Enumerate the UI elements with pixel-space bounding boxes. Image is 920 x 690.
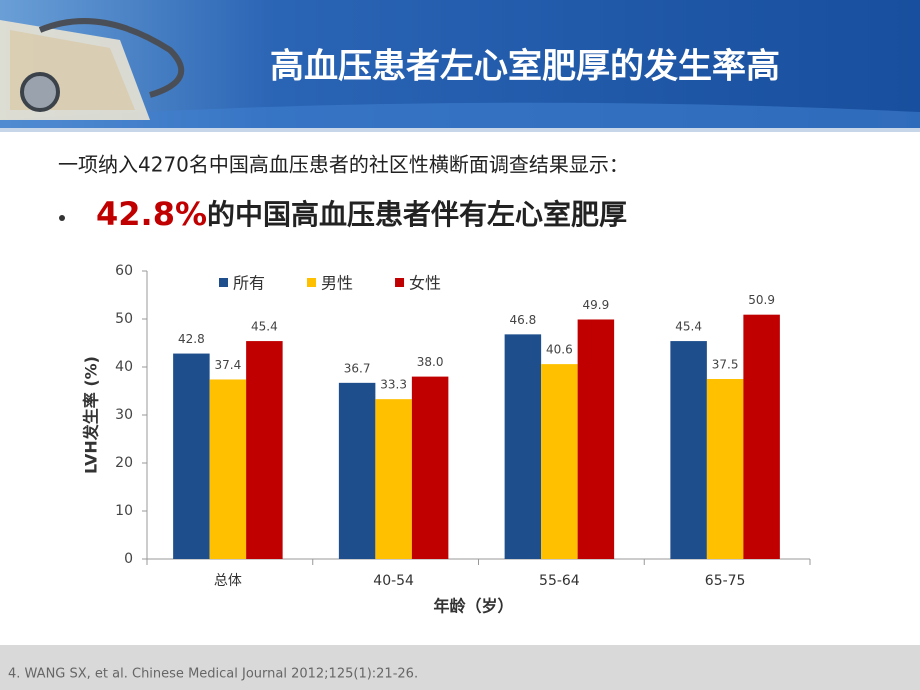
bar xyxy=(209,379,247,559)
header-wave xyxy=(0,102,920,128)
bullet-text: 42.8%的中国高血压患者伴有左心室肥厚 xyxy=(96,195,627,233)
value-label: 46.8 xyxy=(510,313,537,327)
x-tick-label: 总体 xyxy=(214,573,242,589)
value-label: 45.4 xyxy=(251,320,278,334)
y-tick-label: 10 xyxy=(115,503,133,519)
legend-swatch xyxy=(395,278,405,287)
bar xyxy=(246,341,283,559)
bar xyxy=(670,341,707,559)
y-tick-label: 30 xyxy=(115,407,133,423)
header-image xyxy=(0,18,185,120)
header-rule xyxy=(0,128,920,132)
bar xyxy=(338,382,376,559)
value-label: 50.9 xyxy=(748,293,775,307)
value-label: 45.4 xyxy=(675,320,702,334)
bar xyxy=(375,399,412,559)
value-label: 37.5 xyxy=(712,358,739,372)
bar xyxy=(411,376,449,559)
value-label: 36.7 xyxy=(344,361,371,375)
x-axis-title: 年龄（岁） xyxy=(433,597,513,616)
value-label: 38.0 xyxy=(417,355,444,369)
bar xyxy=(541,364,578,559)
value-label: 40.6 xyxy=(546,343,573,357)
x-tick-label: 40-54 xyxy=(373,573,414,589)
value-label: 49.9 xyxy=(583,298,610,312)
y-tick-label: 40 xyxy=(115,359,133,375)
footer-band xyxy=(0,645,920,690)
legend-swatch xyxy=(219,278,228,287)
legend-label: 女性 xyxy=(409,274,441,293)
intro-text: 一项纳入4270名中国高血压患者的社区性横断面调查结果显示： xyxy=(58,153,629,177)
bullet-body: 的中国高血压患者伴有左心室肥厚 xyxy=(207,198,627,231)
slide-title: 高血压患者左心室肥厚的发生率高 xyxy=(270,47,780,87)
value-label: 42.8 xyxy=(178,332,205,346)
y-tick-label: 20 xyxy=(115,455,133,471)
bar xyxy=(706,379,744,559)
y-tick-label: 60 xyxy=(115,263,133,279)
bar xyxy=(743,314,780,559)
bullet-highlight: 42.8% xyxy=(96,195,207,233)
x-tick-label: 65-75 xyxy=(705,573,746,589)
footnote: 4. WANG SX, et al. Chinese Medical Journ… xyxy=(8,667,418,682)
bar xyxy=(504,334,542,559)
x-tick-label: 55-64 xyxy=(539,573,580,589)
bullet-dot xyxy=(59,215,65,221)
value-label: 33.3 xyxy=(380,378,407,392)
value-label: 37.4 xyxy=(215,358,242,372)
y-tick-label: 50 xyxy=(115,311,133,327)
bar xyxy=(577,319,615,559)
bar xyxy=(173,353,210,559)
y-axis-title: LVH发生率 (%) xyxy=(82,356,101,474)
y-tick-label: 0 xyxy=(124,551,133,567)
legend-swatch xyxy=(307,278,317,287)
legend-label: 男性 xyxy=(321,274,353,293)
legend-label: 所有 xyxy=(233,274,265,293)
